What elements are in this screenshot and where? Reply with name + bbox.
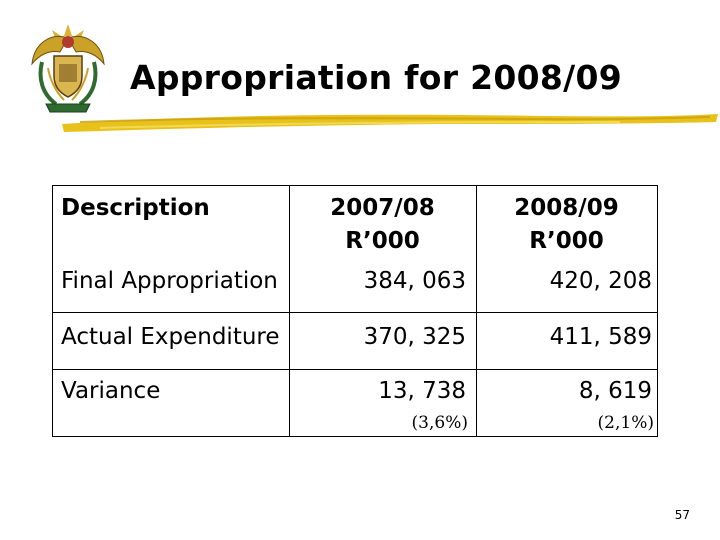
- header-2007-08: 2007/08: [330, 195, 435, 221]
- column-divider: [476, 186, 477, 436]
- row-label-final-appropriation: Final Appropriation: [61, 268, 278, 294]
- header-2008-09-unit: R’000: [529, 228, 604, 254]
- column-divider: [289, 186, 290, 436]
- actual-expenditure-2008-09: 411, 589: [549, 324, 652, 350]
- coat-of-arms-icon: [31, 24, 105, 113]
- variance-2008-09: 8, 619: [578, 378, 652, 404]
- final-appropriation-2008-09: 420, 208: [549, 268, 652, 294]
- variance-percent-2007-08: (3,6%): [411, 413, 468, 433]
- row-divider: [53, 369, 657, 370]
- brush-stroke-divider: [62, 114, 718, 132]
- variance-percent-2008-09: (2,1%): [597, 413, 654, 433]
- actual-expenditure-2007-08: 370, 325: [363, 324, 466, 350]
- slide-title: Appropriation for 2008/09: [130, 58, 623, 97]
- row-divider: [53, 312, 657, 313]
- variance-2007-08: 13, 738: [378, 378, 466, 404]
- appropriation-table: Description 2007/08 R’000 2008/09 R’000 …: [52, 185, 658, 437]
- page-number: 57: [674, 508, 690, 522]
- row-label-actual-expenditure: Actual Expenditure: [61, 324, 280, 350]
- header-description: Description: [61, 195, 210, 221]
- header-2007-08-unit: R’000: [345, 228, 420, 254]
- final-appropriation-2007-08: 384, 063: [363, 268, 466, 294]
- row-label-variance: Variance: [61, 378, 161, 404]
- header-2008-09: 2008/09: [514, 195, 619, 221]
